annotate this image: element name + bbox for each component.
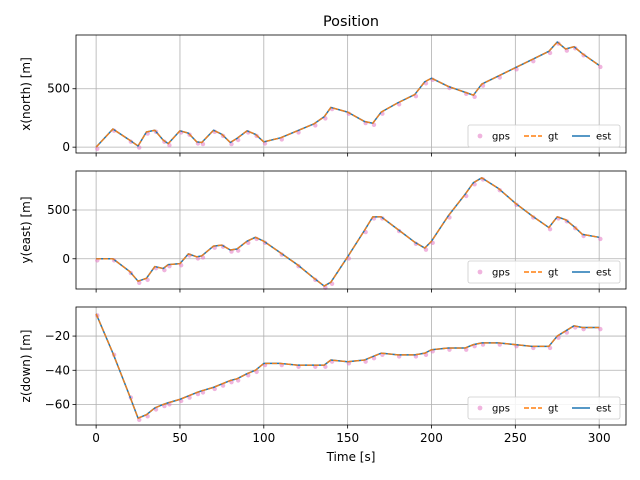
x-tick-label: 300 xyxy=(588,431,611,445)
gps-point xyxy=(598,236,603,242)
legend-box xyxy=(467,124,621,148)
subplot-2: 0 500 y(east) [m] gps gt est xyxy=(19,170,627,293)
x-tick-label: 0 xyxy=(92,431,100,445)
y-axis-label: x(north) [m] xyxy=(19,57,33,131)
legend: gps gt est xyxy=(467,396,621,420)
x-tick-label: 150 xyxy=(336,431,359,445)
series-gt-line xyxy=(95,313,600,420)
legend-gps-marker xyxy=(477,269,483,275)
series-gps xyxy=(95,313,603,422)
x-tick-label: 100 xyxy=(252,431,275,445)
legend: gps gt est xyxy=(467,260,621,284)
legend-label-gps: gps xyxy=(492,132,510,143)
legend-gps-marker xyxy=(477,405,483,411)
axes-frame xyxy=(75,170,627,290)
y-tick-label: −60 xyxy=(45,397,70,411)
y-tick-label: 500 xyxy=(47,203,70,217)
legend-box xyxy=(467,396,621,420)
axes-frame xyxy=(75,34,627,154)
series-gt-line xyxy=(96,177,600,287)
subplot-3: 0 50 100 150 200 250 300 −60 −40 −20 z(down) [m] gp… xyxy=(19,306,627,445)
legend-label-gps: gps xyxy=(492,404,510,415)
gps-point xyxy=(598,326,603,332)
legend-label-est: est xyxy=(596,268,611,279)
y-tick-label: −20 xyxy=(45,329,70,343)
x-axis-label: Time [s] xyxy=(326,450,376,464)
axes-frame xyxy=(75,306,627,426)
legend-gps-marker xyxy=(477,133,483,139)
legend-box xyxy=(467,260,621,284)
chart-title: Position xyxy=(323,14,379,30)
y-tick-label: 500 xyxy=(47,82,70,96)
legend-label-est: est xyxy=(596,132,611,143)
y-axis-label: z(down) [m] xyxy=(19,330,33,403)
legend-label-gt: gt xyxy=(548,132,558,143)
y-tick-label: −40 xyxy=(45,363,70,377)
x-tick-label: 50 xyxy=(172,431,187,445)
x-tick-label: 200 xyxy=(420,431,443,445)
legend-label-gps: gps xyxy=(492,268,510,279)
series-gt-line xyxy=(95,41,600,148)
y-tick-label: 0 xyxy=(62,252,70,266)
gps-point xyxy=(598,64,603,70)
gps-point xyxy=(95,146,100,151)
legend-label-gt: gt xyxy=(548,404,558,415)
y-axis-label: y(east) [m] xyxy=(19,196,33,263)
x-tick-label: 250 xyxy=(504,431,527,445)
legend: gps gt est xyxy=(467,124,621,148)
legend-label-gt: gt xyxy=(548,268,558,279)
legend-label-est: est xyxy=(596,404,611,415)
y-tick-label: 0 xyxy=(62,140,70,154)
subplot-1: 0 500 x(north) [m] gps gt est xyxy=(19,34,627,157)
